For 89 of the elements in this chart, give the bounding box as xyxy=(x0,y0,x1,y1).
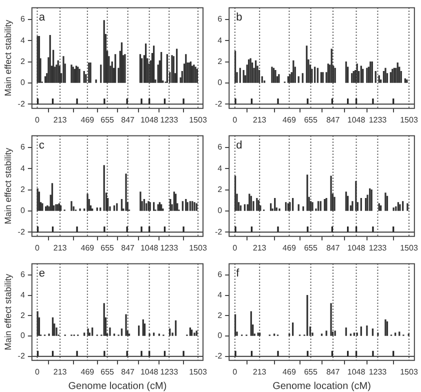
y-tick-label: -2 xyxy=(18,227,26,236)
x-tick-label: 213 xyxy=(252,367,267,376)
x-tick-label: 655 xyxy=(304,367,318,376)
y-tick-label: 6 xyxy=(20,142,26,152)
y-tick-label: 4 xyxy=(218,164,223,173)
y-tick-label: -2 xyxy=(18,99,26,108)
x-tick-label: 0 xyxy=(35,367,40,376)
x-axis-title: Genome location (cM) xyxy=(68,380,167,392)
x-tick-label: 469 xyxy=(80,243,95,252)
x-tick-label: 655 xyxy=(304,243,318,252)
y-tick-label: 0 xyxy=(218,206,223,216)
y-tick-label: 2 xyxy=(20,185,26,194)
x-tick-label: 847 xyxy=(121,115,136,124)
x-tick-label: 847 xyxy=(121,367,136,376)
y-tick-label: 6 xyxy=(218,270,223,280)
y-tick-label: -2 xyxy=(214,352,223,361)
y-tick-label: -2 xyxy=(214,227,223,236)
y-tick-label: 0 xyxy=(218,78,223,88)
x-tick-label: 0 xyxy=(232,115,238,124)
x-tick-label: 847 xyxy=(326,115,340,124)
y-tick-label: -2 xyxy=(18,352,26,361)
x-tick-label: 1503 xyxy=(189,243,208,252)
annotation: d xyxy=(236,139,242,152)
y-tick-label: -2 xyxy=(214,99,223,108)
x-tick-label: 0 xyxy=(35,115,40,124)
y-tick-label: 4 xyxy=(218,290,223,300)
y-axis-title: Main effect stability xyxy=(2,273,13,350)
y-tick-label: 4 xyxy=(218,36,223,45)
x-tick-label: 0 xyxy=(232,243,238,252)
annotation: e xyxy=(38,267,46,280)
y-tick-label: 6 xyxy=(20,270,26,280)
y-tick-label: 2 xyxy=(20,57,26,66)
x-tick-label: 213 xyxy=(252,115,267,124)
annotation: f xyxy=(236,267,240,280)
x-tick-label: 469 xyxy=(80,115,95,124)
y-axis-title: Main effect stability xyxy=(2,19,13,96)
y-tick-label: 4 xyxy=(20,36,26,45)
y-tick-label: 2 xyxy=(218,57,223,66)
y-axis-title: Main effect stability xyxy=(2,147,13,224)
x-tick-label: 1503 xyxy=(189,367,208,376)
x-tick-label: 1048 xyxy=(140,115,159,124)
x-tick-label: 847 xyxy=(326,243,340,252)
x-tick-label: 0 xyxy=(35,243,40,252)
y-tick-label: 0 xyxy=(20,78,26,88)
y-tick-label: 0 xyxy=(20,331,26,340)
x-tick-label: 847 xyxy=(326,367,340,376)
x-tick-label: 1048 xyxy=(140,367,159,376)
x-tick-label: 213 xyxy=(53,367,68,376)
y-tick-label: 0 xyxy=(20,206,26,216)
y-tick-label: 6 xyxy=(218,14,223,24)
x-tick-label: 469 xyxy=(80,367,95,376)
y-tick-label: 4 xyxy=(20,164,26,173)
x-tick-label: 0 xyxy=(232,367,238,376)
x-axis-title: Genome location (cM) xyxy=(272,380,371,392)
x-tick-label: 1233 xyxy=(368,243,388,252)
x-tick-label: 1503 xyxy=(400,243,418,252)
x-tick-label: 655 xyxy=(304,115,318,124)
annotation: c xyxy=(38,139,45,152)
y-tick-label: 6 xyxy=(20,14,26,24)
x-tick-label: 655 xyxy=(100,115,115,124)
x-tick-label: 1233 xyxy=(160,115,179,124)
x-tick-label: 213 xyxy=(53,115,68,124)
x-tick-label: 213 xyxy=(53,243,68,252)
x-tick-label: 1048 xyxy=(140,243,159,252)
x-tick-label: 1233 xyxy=(368,367,388,376)
x-tick-label: 469 xyxy=(282,243,296,252)
annotation: b xyxy=(236,11,242,24)
y-tick-label: 2 xyxy=(218,185,223,194)
x-tick-label: 655 xyxy=(100,243,115,252)
y-tick-label: 4 xyxy=(20,290,26,300)
y-tick-label: 6 xyxy=(218,142,223,152)
x-tick-label: 847 xyxy=(121,243,136,252)
x-tick-label: 213 xyxy=(252,243,267,252)
x-tick-label: 1503 xyxy=(400,367,418,376)
y-tick-label: 2 xyxy=(218,310,223,320)
x-tick-label: 469 xyxy=(282,115,296,124)
x-tick-label: 1503 xyxy=(189,115,208,124)
y-tick-label: 0 xyxy=(218,331,223,340)
annotation: a xyxy=(38,11,46,24)
x-tick-label: 1048 xyxy=(347,367,366,376)
y-tick-label: 2 xyxy=(20,310,26,320)
x-tick-label: 1233 xyxy=(160,243,179,252)
x-tick-label: 655 xyxy=(100,367,115,376)
x-tick-label: 1048 xyxy=(347,115,366,124)
x-tick-label: 469 xyxy=(282,367,296,376)
x-tick-label: 1503 xyxy=(400,115,418,124)
x-tick-label: 1048 xyxy=(347,243,366,252)
x-tick-label: 1233 xyxy=(160,367,179,376)
x-tick-label: 1233 xyxy=(368,115,388,124)
